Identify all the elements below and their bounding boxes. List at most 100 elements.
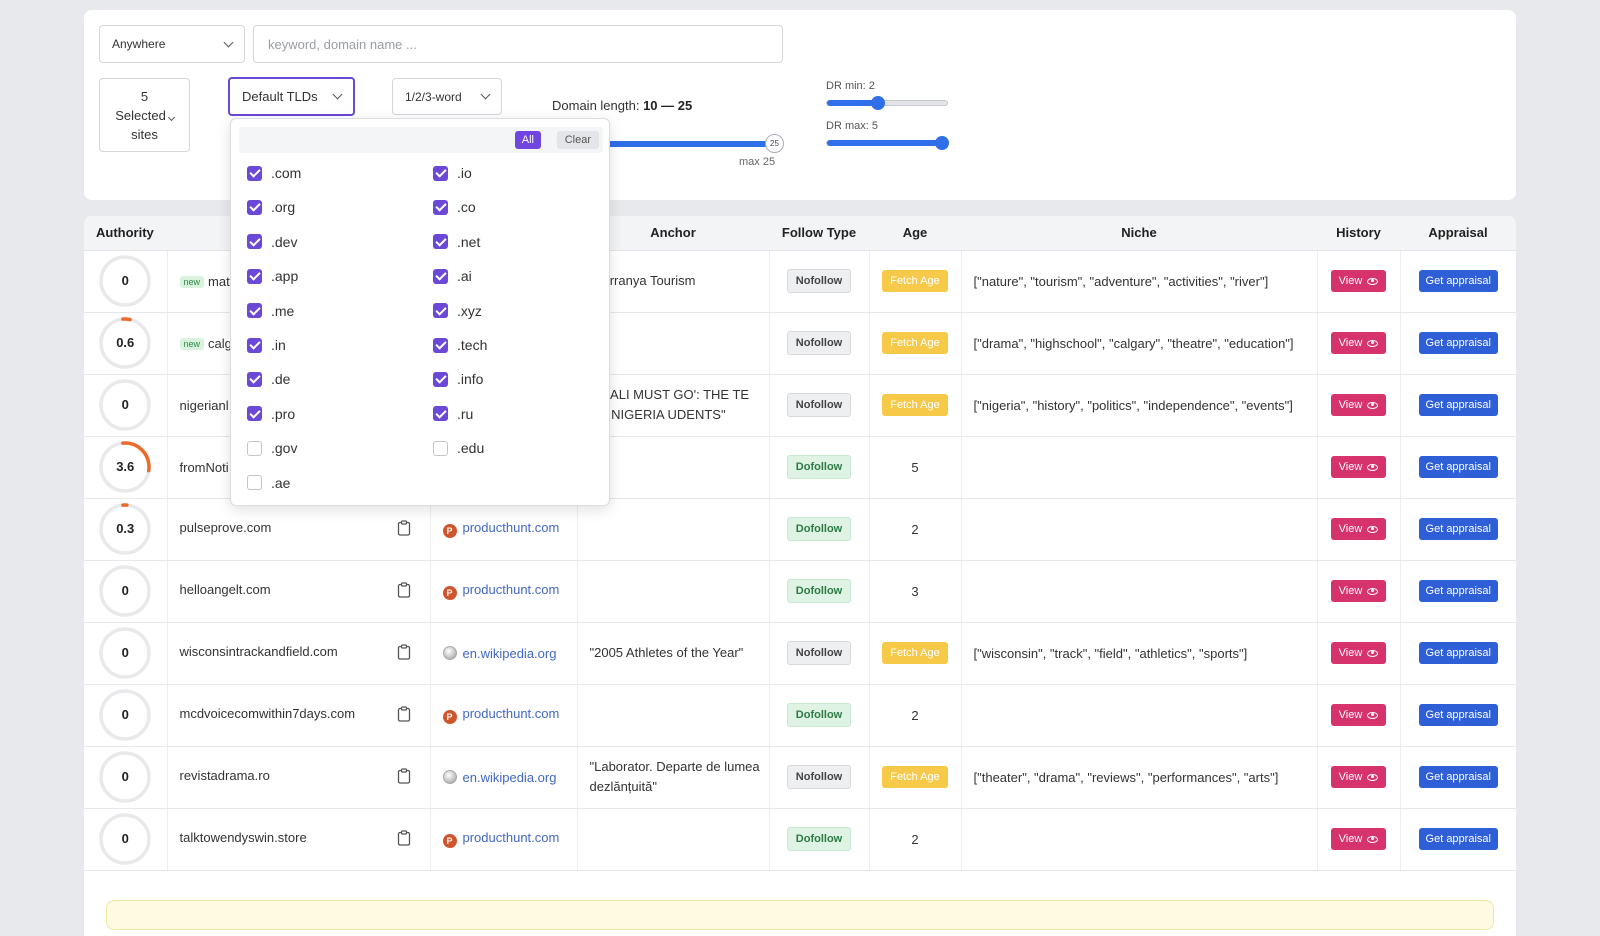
view-history-button[interactable]: View [1330,828,1387,850]
get-appraisal-button[interactable]: Get appraisal [1418,518,1498,540]
view-history-button[interactable]: View [1330,456,1387,478]
tld-option[interactable]: .dev [247,234,297,250]
tld-option[interactable]: .me [247,303,294,319]
source-link[interactable]: producthunt.com [462,830,560,845]
tld-option[interactable]: .ai [433,268,472,284]
niche-header[interactable]: Niche [961,216,1317,251]
source-link[interactable]: en.wikipedia.org [462,645,557,661]
clipboard-icon[interactable] [397,829,411,849]
domain-name[interactable]: wisconsintrackandfield.com [179,643,338,659]
follow-type-header[interactable]: Follow Type [769,216,869,251]
location-select[interactable]: Anywhere [99,25,245,63]
view-history-button[interactable]: View [1330,270,1387,292]
checkbox-checked-icon[interactable] [247,268,262,284]
view-history-button[interactable]: View [1330,394,1387,416]
clear-button[interactable]: Clear [556,131,599,149]
clipboard-icon[interactable] [397,519,411,539]
tld-option[interactable]: .ru [433,406,473,422]
dr-max-handle[interactable] [935,136,949,150]
get-appraisal-button[interactable]: Get appraisal [1418,828,1498,850]
dr-min-handle[interactable] [871,96,885,110]
view-history-button[interactable]: View [1330,704,1387,726]
authority-header[interactable]: Authority [84,216,167,251]
domain-name[interactable]: fromNoti [179,459,229,475]
checkbox-checked-icon[interactable] [247,234,262,250]
domain-name[interactable]: calg [208,335,232,351]
source-link[interactable]: en.wikipedia.org [462,769,557,785]
view-history-button[interactable]: View [1330,580,1387,602]
dr-min-slider[interactable] [826,96,948,110]
tld-option[interactable]: .de [247,371,290,387]
source-link[interactable]: producthunt.com [462,706,560,721]
domain-length-slider-track[interactable] [604,141,774,147]
tld-option[interactable]: .xyz [433,303,482,319]
word-count-select[interactable]: 1/2/3-word [392,78,502,115]
domain-name[interactable]: mat [208,273,230,289]
domain-name[interactable]: helloangelt.com [179,581,271,597]
fetch-age-button[interactable]: Fetch Age [882,332,948,354]
checkbox-unchecked-icon[interactable] [247,440,262,456]
get-appraisal-button[interactable]: Get appraisal [1418,394,1498,416]
checkbox-checked-icon[interactable] [433,337,448,353]
clipboard-icon[interactable] [397,767,411,787]
view-history-button[interactable]: View [1330,642,1387,664]
tld-option[interactable]: .ae [247,475,290,491]
checkbox-checked-icon[interactable] [247,303,262,319]
fetch-age-button[interactable]: Fetch Age [882,270,948,292]
view-history-button[interactable]: View [1330,332,1387,354]
tld-option[interactable]: .io [433,165,472,181]
tld-select[interactable]: Default TLDs [228,77,355,116]
tld-option[interactable]: .tech [433,337,487,353]
tld-option[interactable]: .pro [247,406,295,422]
get-appraisal-button[interactable]: Get appraisal [1418,642,1498,664]
domain-name[interactable]: pulseprove.com [179,519,272,535]
clipboard-icon[interactable] [397,581,411,601]
tld-option[interactable]: .co [433,199,476,215]
keyword-input[interactable] [266,35,770,53]
tld-option[interactable]: .app [247,268,298,284]
checkbox-checked-icon[interactable] [247,199,262,215]
checkbox-checked-icon[interactable] [433,371,448,387]
fetch-age-button[interactable]: Fetch Age [882,642,948,664]
checkbox-checked-icon[interactable] [433,234,448,250]
checkbox-checked-icon[interactable] [433,303,448,319]
get-appraisal-button[interactable]: Get appraisal [1418,456,1498,478]
checkbox-checked-icon[interactable] [247,371,262,387]
tld-option[interactable]: .net [433,234,480,250]
get-appraisal-button[interactable]: Get appraisal [1418,270,1498,292]
clipboard-icon[interactable] [397,643,411,663]
tld-option[interactable]: .com [247,165,301,181]
view-history-button[interactable]: View [1330,766,1387,788]
view-history-button[interactable]: View [1330,518,1387,540]
checkbox-unchecked-icon[interactable] [247,475,262,491]
domain-name[interactable]: talktowendyswin.store [179,829,307,845]
selected-sites-select[interactable]: 5 Selected sites [99,78,190,152]
tld-option[interactable]: .org [247,199,295,215]
tld-option[interactable]: .in [247,337,286,353]
tld-option[interactable]: .edu [433,440,484,456]
age-header[interactable]: Age [869,216,961,251]
tld-option[interactable]: .gov [247,440,297,456]
keyword-search-field[interactable] [253,25,783,63]
checkbox-checked-icon[interactable] [247,165,262,181]
get-appraisal-button[interactable]: Get appraisal [1418,332,1498,354]
checkbox-checked-icon[interactable] [433,165,448,181]
select-all-button[interactable]: All [514,131,541,149]
clipboard-icon[interactable] [397,705,411,725]
checkbox-checked-icon[interactable] [247,337,262,353]
checkbox-unchecked-icon[interactable] [433,440,448,456]
domain-length-slider-handle[interactable]: 25 [765,134,784,153]
domain-name[interactable]: mcdvoicecomwithin7days.com [179,705,356,721]
get-appraisal-button[interactable]: Get appraisal [1418,704,1498,726]
checkbox-checked-icon[interactable] [433,268,448,284]
domain-name[interactable]: nigerianl [179,397,229,413]
source-link[interactable]: producthunt.com [462,582,560,597]
fetch-age-button[interactable]: Fetch Age [882,766,948,788]
checkbox-checked-icon[interactable] [433,199,448,215]
checkbox-checked-icon[interactable] [433,406,448,422]
fetch-age-button[interactable]: Fetch Age [882,394,948,416]
domain-name[interactable]: revistadrama.ro [179,767,270,783]
tld-option[interactable]: .info [433,371,483,387]
get-appraisal-button[interactable]: Get appraisal [1418,766,1498,788]
dr-max-slider[interactable] [826,136,949,150]
